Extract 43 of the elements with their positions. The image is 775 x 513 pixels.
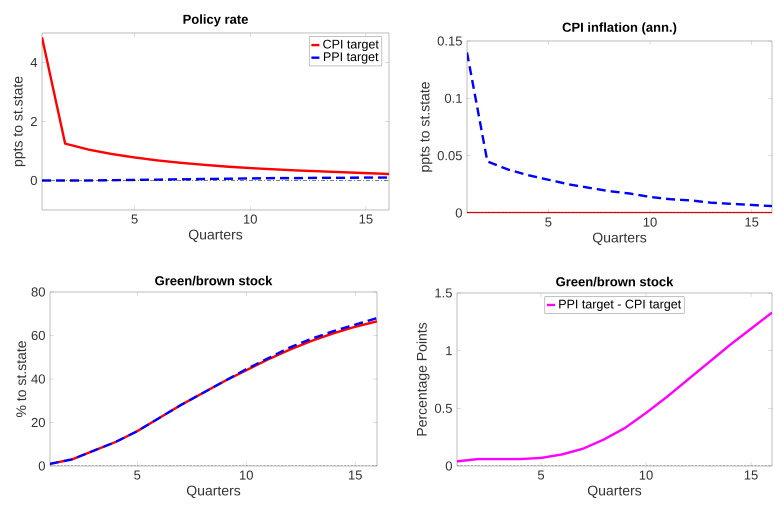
x-tick-label: 10	[640, 470, 653, 480]
chart-title: Green/brown stock	[155, 276, 272, 286]
y-tick-label: 0	[38, 461, 45, 471]
legend-label: PPI target - CPI target	[559, 300, 682, 311]
y-axis-title: % to st.state	[16, 341, 26, 417]
y-tick-label: 1	[446, 346, 452, 356]
x-tick-label: 5	[134, 470, 140, 480]
y-axis-title: ppts to st.state	[420, 82, 432, 172]
y-tick-label: 0	[456, 208, 462, 218]
x-axis-title: Quarters	[592, 232, 646, 246]
y-tick-label: 20	[32, 418, 45, 428]
y-tick-label: 2	[30, 116, 37, 126]
y-tick-label: 40	[31, 374, 45, 384]
x-tick-label: 15	[360, 214, 373, 224]
x-tick-label: 15	[745, 218, 758, 227]
x-tick-label: 10	[244, 214, 257, 224]
x-axis-title: Quarters	[588, 486, 642, 498]
y-tick-label: 60	[32, 330, 45, 340]
y-tick-label: 0	[446, 461, 452, 471]
x-tick-label: 10	[240, 470, 253, 480]
chart-title: CPI inflation (ann.)	[562, 22, 676, 34]
legend-label: CPI target	[323, 40, 379, 52]
y-tick-label: 0	[30, 176, 37, 186]
y-axis-title: ppts to st.state	[13, 76, 26, 166]
x-tick-label: 5	[131, 214, 138, 224]
x-tick-label: 15	[348, 470, 362, 480]
legend-label: PPI target	[324, 52, 378, 64]
y-tick-label: 0.15	[438, 36, 462, 46]
x-axis-title: Quarters	[186, 486, 240, 498]
x-tick-label: 15	[744, 470, 758, 480]
y-axis-title: Percentage Points	[416, 322, 430, 436]
x-tick-label: 5	[545, 218, 552, 227]
chart-title: Green/brown stock	[556, 276, 674, 286]
x-tick-label: 10	[644, 218, 657, 227]
chart-title: Policy rate	[183, 14, 248, 26]
y-tick-label: 0.1	[444, 94, 462, 103]
y-tick-label: 0.5	[434, 404, 452, 413]
y-tick-label: 80	[32, 287, 45, 297]
x-tick-label: 5	[538, 470, 544, 480]
y-tick-label: 1.5	[435, 288, 452, 298]
y-tick-label: 4	[30, 58, 38, 67]
x-axis-title: Quarters	[188, 230, 242, 242]
y-tick-label: 0.05	[438, 151, 462, 160]
